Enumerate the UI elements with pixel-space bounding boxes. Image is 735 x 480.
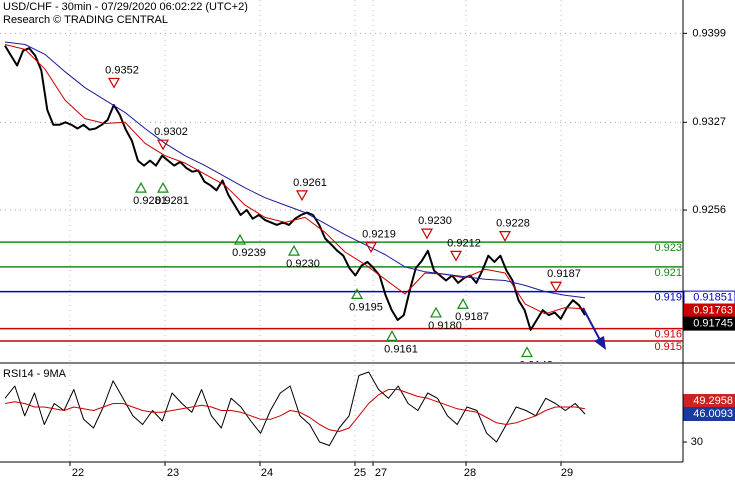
series-line (4, 45, 586, 331)
annotation-label: 0.9161 (384, 343, 418, 355)
price-tag-label: 0.91851 (693, 292, 733, 304)
annotation-label: 0.9180 (428, 320, 462, 332)
support-marker (156, 181, 170, 193)
resistance-marker (420, 228, 434, 240)
level-label: 0.923 (654, 242, 682, 254)
series-line (4, 41, 586, 299)
forecast-arrow (582, 307, 606, 350)
x-tick-label: 23 (167, 467, 179, 479)
price-tag (683, 407, 735, 422)
chart-title: USD/CHF - 30min - 07/29/2020 06:02:22 (U… (3, 1, 248, 13)
series-line (4, 371, 586, 446)
annotation-label: 0.9230 (286, 258, 320, 270)
annotation-label: 0.9187 (547, 268, 581, 280)
price-tag-label: 46.0093 (693, 408, 733, 420)
chart-subtitle: Research © TRADING CENTRAL (3, 14, 168, 26)
resistance-marker (364, 242, 378, 253)
resistance-marker (549, 281, 563, 293)
annotation-label: 0.9228 (496, 218, 530, 230)
annotation-label: 0.9219 (362, 229, 396, 241)
x-tick-label: 28 (464, 467, 476, 479)
annotation-label: 0.9352 (105, 64, 139, 76)
support-marker (287, 244, 301, 256)
series-line (4, 389, 586, 432)
rsi-title: RSI14 - 9MA (3, 368, 67, 380)
support-marker (350, 288, 364, 299)
annotation-label: 0.9187 (455, 311, 489, 323)
annotation-label: 0.9239 (232, 247, 266, 259)
support-marker (429, 306, 443, 318)
support-marker (134, 181, 148, 193)
price-tag (683, 316, 735, 331)
x-tick-label: 25 (354, 467, 366, 479)
y-tick-label: 30 (691, 436, 703, 448)
resistance-marker (156, 139, 170, 151)
resistance-marker (498, 231, 512, 242)
series-line (4, 44, 586, 315)
resistance-marker (107, 77, 121, 89)
x-tick-label: 29 (561, 467, 573, 479)
x-tick-label: 27 (375, 467, 387, 479)
support-marker (456, 298, 470, 309)
support-marker (233, 233, 247, 245)
y-tick-label: 0.9327 (692, 116, 726, 128)
y-tick-label: 0.9256 (692, 204, 726, 216)
rsi-panel (4, 365, 586, 462)
annotation-label: 0.9148 (519, 359, 553, 371)
x-tick-label: 24 (261, 467, 273, 479)
support-marker (520, 346, 534, 358)
annotation-label: 0.9261 (293, 177, 327, 189)
price-tag-label: 49.2958 (693, 395, 733, 407)
annotation-label: 0.9281 (133, 195, 167, 207)
annotation-label: 0.9302 (154, 126, 188, 138)
level-label: 0.916 (654, 329, 682, 341)
annotation-label: 0.9195 (349, 301, 383, 313)
support-marker (385, 330, 399, 342)
resistance-marker (295, 190, 309, 202)
annotation-label: 0.9230 (418, 215, 452, 227)
price-tag-label: 0.91763 (693, 305, 733, 317)
resistance-marker (449, 250, 463, 262)
x-tick-label: 22 (72, 467, 84, 479)
level-label: 0.915 (654, 341, 682, 353)
annotation-label: 0.9281 (155, 195, 189, 207)
annotation-label: 0.9212 (447, 237, 481, 249)
level-label: 0.919 (654, 291, 682, 303)
price-tag-label: 0.91745 (693, 318, 733, 330)
y-tick-label: 0.9399 (692, 27, 726, 39)
level-label: 0.921 (654, 267, 682, 279)
